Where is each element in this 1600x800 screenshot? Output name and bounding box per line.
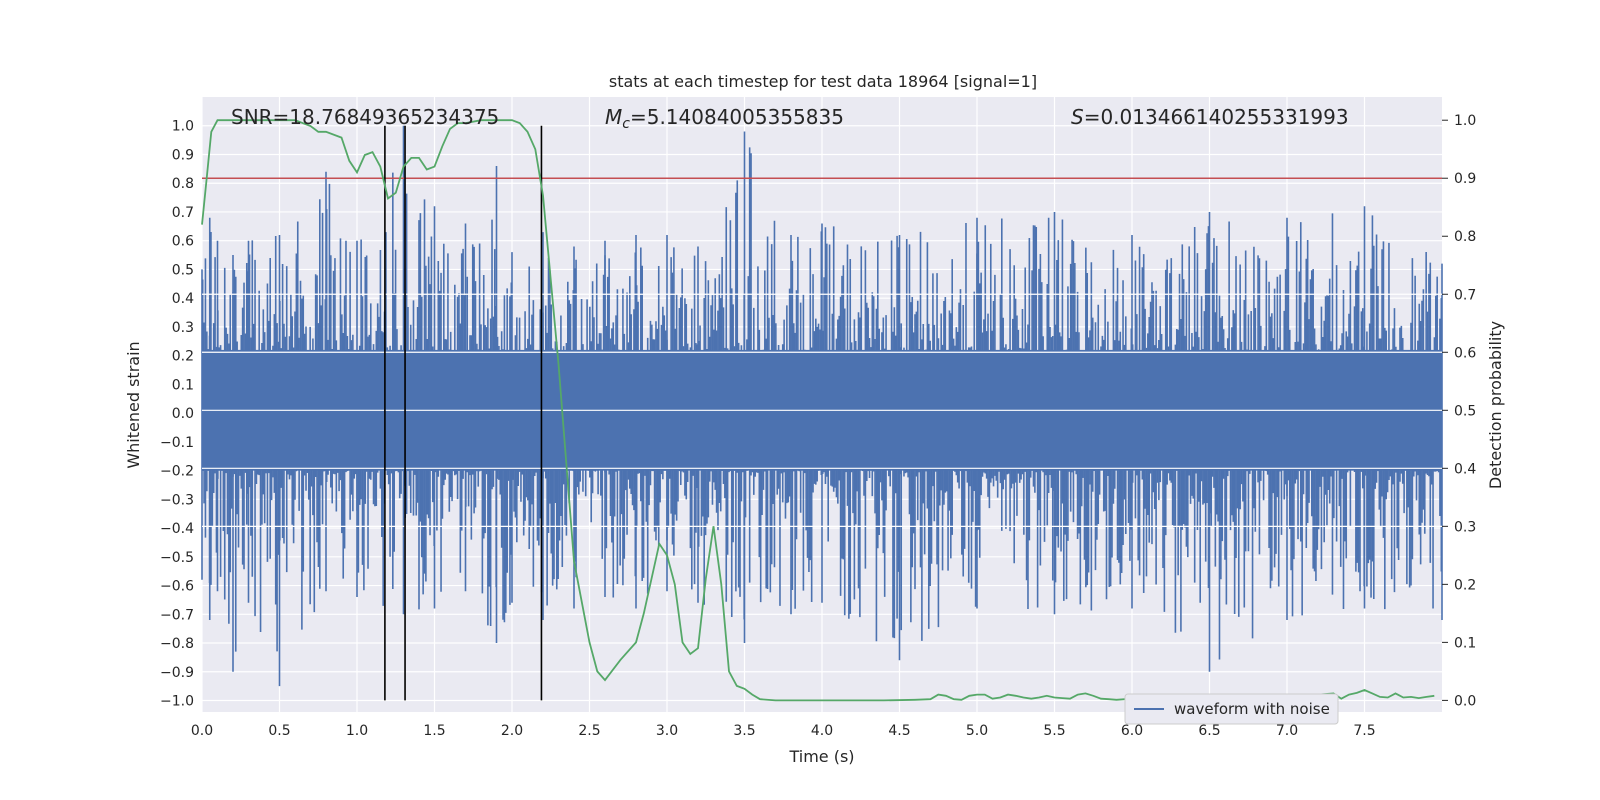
y-tick-label-left: −0.8	[160, 636, 194, 652]
y-tick-label-right: 0.7	[1454, 287, 1476, 303]
y-tick-label-right: 0.2	[1454, 577, 1476, 593]
x-tick-label: 2.0	[501, 723, 523, 739]
y-tick-label-right: 0.8	[1454, 229, 1476, 245]
y-tick-label-right: 0.4	[1454, 461, 1476, 477]
y-tick-label-left: −0.3	[160, 492, 194, 508]
y-tick-label-left: −0.6	[160, 579, 194, 595]
chart-title: stats at each timestep for test data 189…	[609, 72, 1037, 91]
y-tick-label-left: 1.0	[172, 119, 194, 135]
snr-annotation: SNR=18.76849365234375	[231, 105, 499, 129]
y-tick-label-left: −0.7	[160, 607, 194, 623]
y-axis-left: 1.0 0.9 0.8 0.7 0.6 0.5 0.4 0.3 0.2 0.1 0.0 −0.1 −0.…	[160, 119, 194, 710]
y-tick-label-left: −0.9	[160, 665, 194, 681]
mc-symbol: M	[605, 105, 622, 129]
x-tick-label: 3.5	[733, 723, 755, 739]
y-tick-label-right: 0.0	[1454, 693, 1476, 709]
x-tick-label: 3.0	[656, 723, 678, 739]
legend-label: waveform with noise	[1174, 700, 1330, 718]
y-tick-label-right: 0.1	[1454, 635, 1476, 651]
x-tick-label: 4.0	[811, 723, 833, 739]
s-symbol: S	[1071, 105, 1084, 129]
y-axis-right: 1.0 0.9 0.8 0.7 0.6 0.5 0.4 0.3 0.2 0.1 0.0	[1442, 113, 1476, 709]
x-axis: 0.0 0.5 1.0 1.5 2.0 2.5 3.0 3.5 4.0 4.5 5.0 5.5 6.0 6…	[191, 723, 1376, 739]
legend-box	[1124, 693, 1339, 725]
y-tick-label-left: 0.4	[172, 291, 194, 307]
y-tick-label-left: 0.7	[172, 205, 194, 221]
y-tick-label-left: 0.8	[172, 176, 194, 192]
x-tick-label: 2.5	[578, 723, 600, 739]
x-tick-label: 0.0	[191, 723, 213, 739]
y-tick-label-left: 0.9	[172, 147, 194, 163]
x-axis-label: Time (s)	[788, 747, 854, 766]
y-tick-label-left: 0.2	[172, 349, 194, 365]
y-tick-label-left: −0.1	[160, 435, 194, 451]
x-tick-label: 5.0	[966, 723, 988, 739]
mc-subscript: c	[622, 116, 630, 132]
y-axis-left-label: Whitened strain	[124, 341, 143, 468]
vertical-markers	[384, 125, 543, 701]
mc-annotation: Mc=5.14084005355835	[605, 105, 844, 132]
x-tick-label: 4.5	[888, 723, 910, 739]
x-tick-label: 1.5	[423, 723, 445, 739]
y-tick-label-right: 0.5	[1454, 403, 1476, 419]
y-tick-label-right: 0.9	[1454, 171, 1476, 187]
x-tick-label: 6.5	[1198, 723, 1220, 739]
mc-value: =5.14084005355835	[630, 105, 844, 129]
y-tick-label-left: 0.0	[172, 406, 194, 422]
x-tick-label: 7.0	[1276, 723, 1298, 739]
y-tick-label-left: −0.2	[160, 464, 194, 480]
y-tick-label-left: 0.3	[172, 320, 194, 336]
y-axis-right-label: Detection probability	[1486, 321, 1505, 489]
y-tick-label-right: 0.6	[1454, 345, 1476, 361]
x-tick-label: 5.5	[1043, 723, 1065, 739]
s-value: =0.013466140255331993	[1084, 105, 1349, 129]
y-tick-label-left: 0.6	[172, 234, 194, 250]
y-tick-label-right: 0.3	[1454, 519, 1476, 535]
y-tick-label-left: 0.5	[172, 262, 194, 278]
y-tick-label-left: −1.0	[160, 694, 194, 710]
s-annotation: S=0.013466140255331993	[1071, 105, 1349, 129]
x-tick-label: 6.0	[1121, 723, 1143, 739]
y-tick-label-right: 1.0	[1454, 113, 1476, 129]
x-tick-label: 1.0	[346, 723, 368, 739]
legend: waveform with noise	[1124, 693, 1339, 725]
y-tick-label-left: 0.1	[172, 377, 194, 393]
y-tick-label-left: −0.4	[160, 521, 194, 537]
waveform-with-noise-series	[201, 125, 1443, 687]
x-tick-label: 0.5	[268, 723, 290, 739]
y-tick-label-left: −0.5	[160, 550, 194, 566]
x-tick-label: 7.5	[1353, 723, 1375, 739]
